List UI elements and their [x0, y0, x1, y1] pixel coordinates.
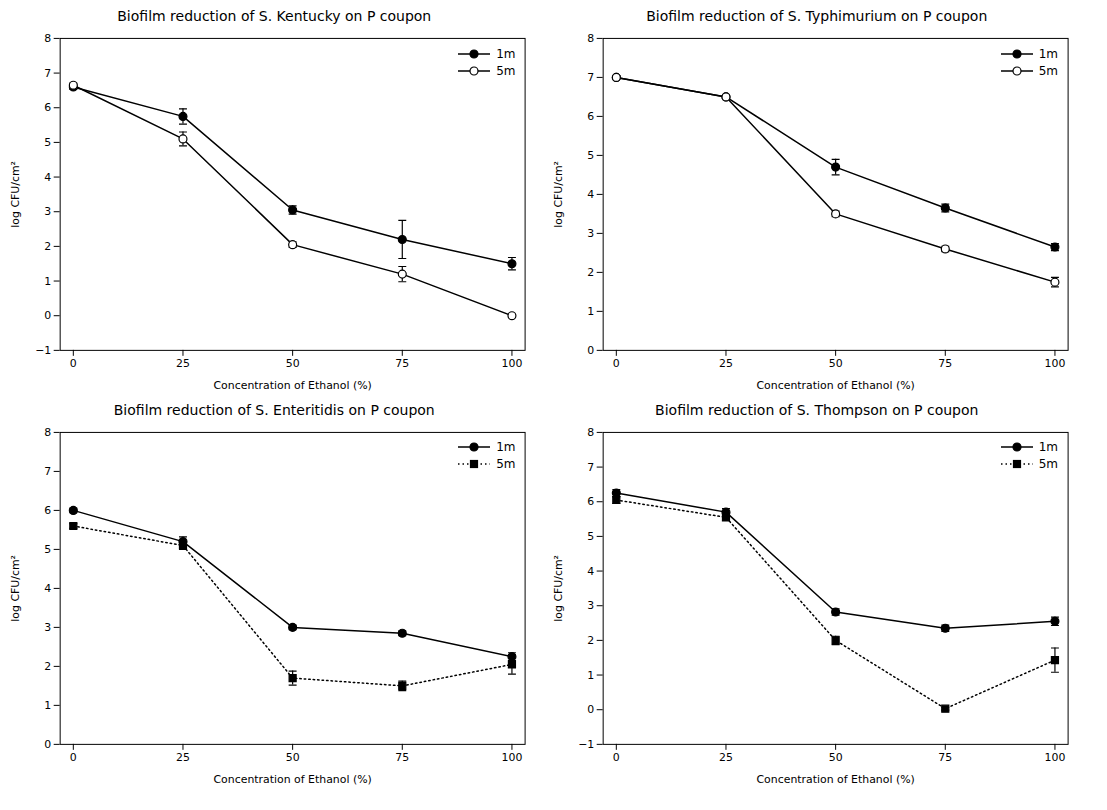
svg-text:5: 5 [587, 529, 594, 542]
svg-text:25: 25 [719, 357, 733, 370]
svg-text:2: 2 [44, 240, 51, 253]
svg-text:8: 8 [44, 426, 51, 439]
svg-text:6: 6 [44, 503, 51, 516]
svg-text:5: 5 [44, 542, 51, 555]
svg-text:−1: −1 [35, 344, 51, 357]
svg-text:1: 1 [44, 698, 51, 711]
svg-text:0: 0 [44, 737, 51, 750]
svg-text:1: 1 [587, 305, 594, 318]
svg-text:5: 5 [44, 136, 51, 149]
svg-text:50: 50 [828, 357, 842, 370]
svg-text:6: 6 [44, 101, 51, 114]
svg-text:4: 4 [44, 171, 51, 184]
svg-text:0: 0 [612, 357, 619, 370]
html-text:5m: 5m [1038, 457, 1058, 472]
svg-text:Concentration of Ethanol (%): Concentration of Ethanol (%) [213, 379, 371, 391]
svg-text:7: 7 [587, 460, 594, 473]
svg-text:3: 3 [587, 599, 594, 612]
svg-text:Concentration of Ethanol (%): Concentration of Ethanol (%) [756, 379, 914, 391]
svg-text:0: 0 [44, 309, 51, 322]
svg-text:3: 3 [44, 205, 51, 218]
svg-text:Concentration of Ethanol (%): Concentration of Ethanol (%) [756, 773, 914, 785]
html-text:Biofilm reduction of S. Enteri: Biofilm reduction of S. Enteritidis on P… [113, 401, 435, 418]
svg-text:50: 50 [828, 751, 842, 764]
svg-text:7: 7 [587, 71, 594, 84]
svg-text:2: 2 [44, 659, 51, 672]
svg-text:100: 100 [502, 357, 523, 370]
svg-text:2: 2 [587, 266, 594, 279]
svg-text:log CFU/cm²: log CFU/cm² [552, 555, 565, 622]
svg-text:5: 5 [587, 149, 594, 162]
html-text:1m: 1m [1038, 440, 1058, 455]
svg-text:50: 50 [286, 751, 300, 764]
svg-text:0: 0 [587, 703, 594, 716]
svg-text:4: 4 [44, 581, 51, 594]
html-text:1m: 1m [1038, 46, 1058, 61]
svg-text:3: 3 [587, 227, 594, 240]
svg-text:1: 1 [44, 275, 51, 288]
html-text:1m: 1m [496, 46, 516, 61]
svg-text:75: 75 [938, 357, 952, 370]
svg-text:Concentration of Ethanol (%): Concentration of Ethanol (%) [213, 773, 371, 785]
svg-text:7: 7 [44, 67, 51, 80]
svg-text:log CFU/cm²: log CFU/cm² [9, 555, 22, 622]
svg-text:0: 0 [70, 357, 77, 370]
svg-text:50: 50 [286, 357, 300, 370]
svg-text:25: 25 [176, 751, 190, 764]
html-text:Biofilm reduction of S. Kentuc: Biofilm reduction of S. Kentucky on P co… [117, 8, 432, 24]
svg-text:75: 75 [395, 357, 409, 370]
svg-text:0: 0 [70, 751, 77, 764]
svg-text:1: 1 [587, 668, 594, 681]
html-text:1m: 1m [496, 440, 516, 455]
svg-text:0: 0 [612, 751, 619, 764]
svg-text:log CFU/cm²: log CFU/cm² [552, 161, 565, 228]
svg-text:8: 8 [44, 32, 51, 45]
html-text:5m: 5m [496, 63, 516, 78]
html-text:5m: 5m [496, 457, 516, 472]
svg-text:100: 100 [1044, 357, 1065, 370]
svg-text:8: 8 [587, 32, 594, 45]
svg-text:100: 100 [502, 751, 523, 764]
html-text:Biofilm reduction of S. Typhim: Biofilm reduction of S. Typhimurium on P… [646, 8, 988, 24]
svg-text:2: 2 [587, 633, 594, 646]
svg-text:7: 7 [44, 465, 51, 478]
svg-text:25: 25 [719, 751, 733, 764]
html-text:Biofilm reduction of S. Thomps: Biofilm reduction of S. Thompson on P co… [655, 401, 979, 418]
svg-text:6: 6 [587, 495, 594, 508]
html-text:5m: 5m [1038, 63, 1058, 78]
svg-text:6: 6 [587, 110, 594, 123]
svg-text:75: 75 [938, 751, 952, 764]
svg-text:25: 25 [176, 357, 190, 370]
svg-text:4: 4 [587, 564, 594, 577]
svg-text:log CFU/cm²: log CFU/cm² [9, 161, 22, 228]
svg-text:0: 0 [587, 344, 594, 357]
svg-text:3: 3 [44, 620, 51, 633]
svg-text:−1: −1 [578, 737, 594, 750]
svg-text:8: 8 [587, 426, 594, 439]
svg-text:100: 100 [1044, 751, 1065, 764]
svg-text:4: 4 [587, 188, 594, 201]
svg-text:75: 75 [395, 751, 409, 764]
